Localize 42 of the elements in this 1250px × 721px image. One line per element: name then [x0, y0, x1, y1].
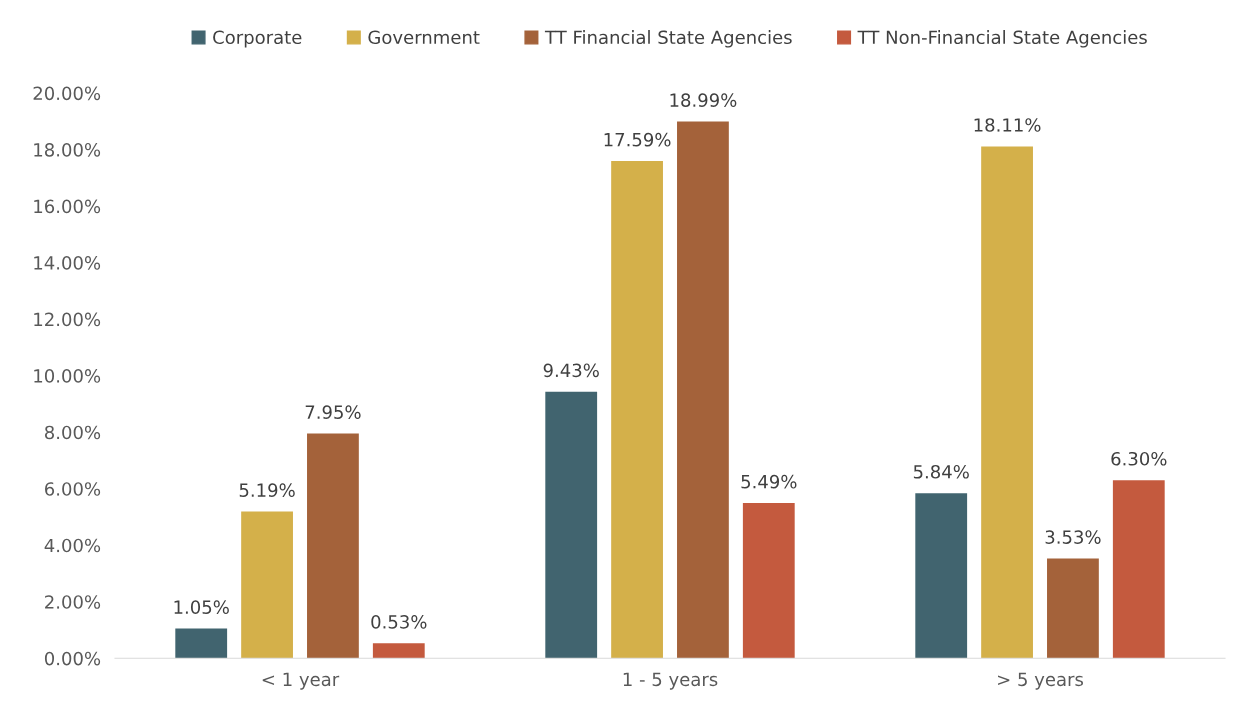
y-tick-label: 10.00% — [34, 369, 101, 383]
bar — [1047, 558, 1099, 659]
y-tick-label: 8.00% — [44, 425, 101, 440]
bar — [915, 493, 968, 659]
y-tick-label: 18.00% — [34, 142, 101, 157]
legend-label: Corporate — [213, 30, 302, 48]
data-label: 6.30% — [1111, 451, 1167, 466]
bar — [1112, 480, 1165, 659]
bar — [742, 503, 795, 659]
bar — [611, 161, 663, 659]
y-tick-label: 4.00% — [44, 538, 101, 553]
data-label: 7.95% — [305, 405, 361, 419]
data-label: 17.59% — [604, 132, 671, 147]
data-label: 3.53% — [1045, 530, 1101, 544]
data-label: 9.43% — [543, 363, 599, 378]
y-tick-label: 14.00% — [34, 256, 101, 270]
bar — [677, 121, 729, 659]
data-label: 5.84% — [913, 464, 969, 479]
y-tick-label: 0.00% — [44, 651, 101, 666]
legend-label: TT Non-Financial State Agencies — [857, 30, 1147, 48]
y-tick-label: 12.00% — [34, 312, 101, 327]
data-label: 1.05% — [174, 600, 229, 614]
bar — [981, 146, 1033, 659]
x-tick-label: < 1 year — [262, 672, 340, 690]
y-tick-label: 20.00% — [33, 86, 101, 101]
y-tick-label: 6.00% — [45, 482, 101, 496]
x-tick-label: > 5 years — [998, 672, 1084, 690]
bar — [175, 628, 228, 659]
data-label: 18.99% — [670, 93, 737, 107]
legend-label: TT Financial State Agencies — [544, 30, 792, 48]
bar — [372, 643, 425, 659]
data-label: 5.49% — [741, 474, 797, 489]
data-label: 0.53% — [371, 615, 427, 629]
bar — [545, 391, 598, 659]
y-tick-label: 2.00% — [45, 595, 101, 609]
bar — [241, 511, 293, 659]
bar — [307, 433, 359, 659]
y-tick-label: 16.00% — [34, 199, 101, 214]
legend-label: Government — [368, 30, 480, 45]
data-label: 5.19% — [239, 483, 295, 497]
data-label: 18.11% — [974, 118, 1041, 132]
x-tick-label: 1 - 5 years — [623, 672, 718, 690]
